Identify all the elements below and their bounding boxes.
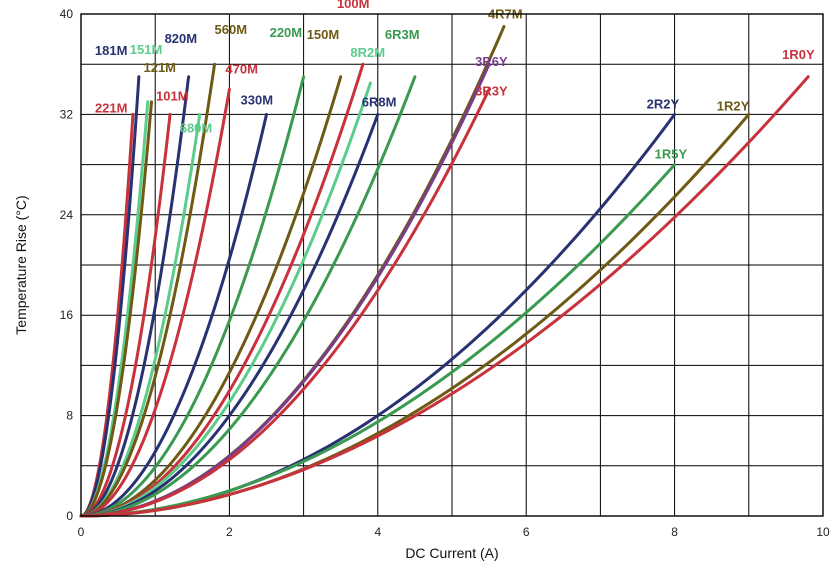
series-label-3r3y: 3R3Y [475, 83, 508, 98]
y-tick-label: 40 [60, 7, 74, 21]
x-tick-label: 6 [523, 525, 530, 539]
y-tick-label: 32 [60, 107, 74, 121]
series-line-181m [79, 75, 141, 518]
y-tick-label: 24 [60, 208, 74, 222]
series-curves [79, 25, 810, 518]
series-line-470m [79, 87, 231, 518]
series-line-220m [79, 75, 306, 518]
series-labels: 221M 181M 151M 121M 101M 820M 680M 560M 470M 330M… [95, 0, 815, 162]
series-label-1r0y: 1R0Y [782, 47, 815, 62]
series-line-121m [79, 100, 153, 518]
series-line-560m [79, 62, 217, 518]
x-tick-label: 0 [78, 525, 85, 539]
series-line-1r5y [79, 163, 677, 518]
series-label-150m: 150M [307, 27, 340, 42]
grid-lines [81, 14, 823, 516]
y-axis-title: Temperature Rise (°C) [13, 195, 29, 334]
series-label-100m: 100M [337, 0, 370, 11]
series-line-330m [79, 112, 268, 518]
series-label-101m: 101M [156, 88, 189, 103]
series-label-1r2y: 1R2Y [717, 98, 750, 113]
series-label-181m: 181M [95, 43, 128, 58]
series-label-8r2m: 8R2M [350, 45, 385, 60]
series-label-330m: 330M [241, 92, 274, 107]
x-tick-label: 2 [226, 525, 233, 539]
series-label-2r2y: 2R2Y [647, 96, 680, 111]
series-label-680m: 680M [180, 120, 213, 135]
series-label-3r6y: 3R6Y [475, 54, 508, 69]
series-line-1r0y [79, 75, 810, 518]
y-tick-label: 0 [66, 509, 73, 523]
series-label-121m: 121M [143, 60, 176, 75]
x-tick-label: 10 [816, 525, 830, 539]
series-label-6r8m: 6R8M [362, 94, 397, 109]
series-line-3r3y [79, 87, 491, 518]
series-line-6r3m [79, 75, 417, 518]
x-axis-title: DC Current (A) [405, 545, 498, 561]
series-label-220m: 220M [270, 25, 303, 40]
series-label-820m: 820M [165, 31, 198, 46]
y-tick-label: 16 [60, 308, 74, 322]
x-tick-label: 8 [671, 525, 678, 539]
series-label-1r5y: 1R5Y [655, 147, 688, 162]
series-label-6r3m: 6R3M [385, 27, 420, 42]
x-tick-label: 4 [374, 525, 381, 539]
series-label-560m: 560M [215, 22, 248, 37]
y-tick-label: 8 [66, 409, 73, 423]
series-label-151m: 151M [130, 42, 163, 57]
series-line-820m [79, 75, 191, 518]
series-label-470m: 470M [225, 61, 258, 76]
series-line-101m [79, 112, 172, 518]
plot-frame [80, 13, 824, 517]
series-label-221m: 221M [95, 100, 128, 115]
